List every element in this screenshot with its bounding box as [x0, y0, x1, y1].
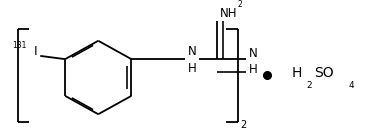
Text: H: H: [249, 63, 257, 76]
Text: 2: 2: [237, 0, 242, 9]
Text: NH: NH: [219, 7, 237, 20]
Text: I: I: [34, 45, 38, 58]
Text: H: H: [187, 62, 196, 75]
Text: 2: 2: [306, 81, 312, 90]
Text: 2: 2: [240, 120, 247, 130]
Text: 4: 4: [348, 81, 354, 90]
Text: N: N: [187, 45, 196, 58]
Text: SO: SO: [314, 66, 333, 80]
Text: H: H: [291, 66, 302, 80]
Text: N: N: [249, 47, 257, 60]
Text: 131: 131: [12, 41, 26, 50]
